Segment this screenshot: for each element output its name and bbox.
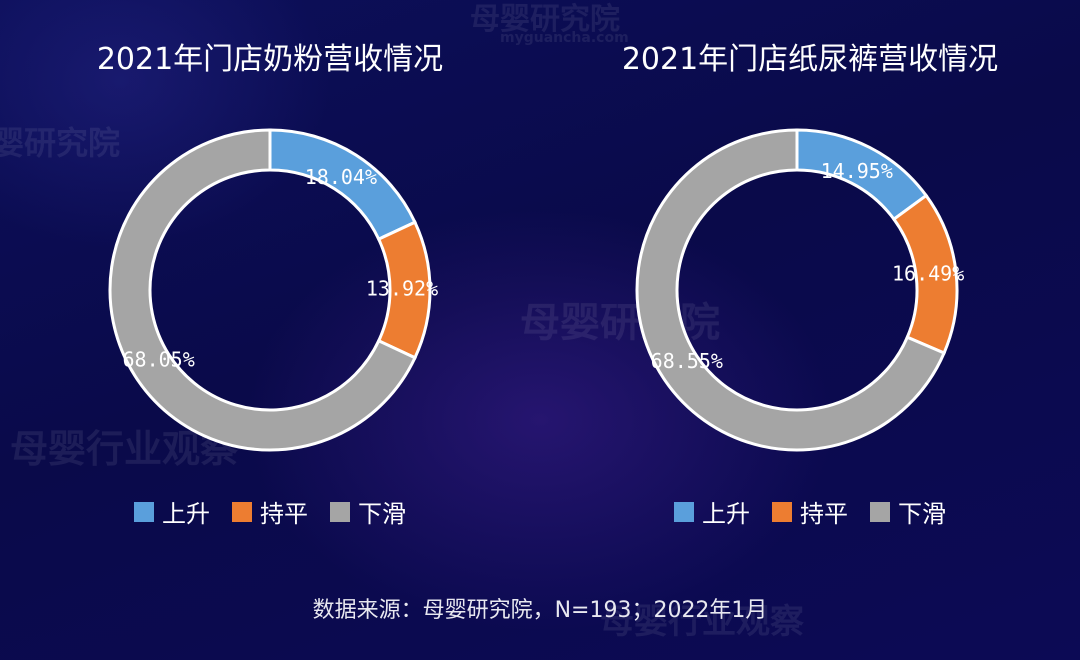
legend-label-fall: 下滑 [898, 500, 946, 528]
legend-swatch-fall [330, 501, 350, 522]
slice-fall[interactable] [635, 128, 947, 452]
donut-chart: 18.04% 13.92% 68.05% [108, 128, 438, 452]
label-rise: 14.95% [821, 159, 893, 183]
legend-item-rise[interactable]: 上升 [134, 494, 210, 529]
chart-panel-milk: 2021年门店奶粉营收情况 18.04% 13.92% 68.05% 上升 持平 下… [0, 0, 540, 560]
legend: 上升 持平 下滑 [0, 494, 540, 529]
legend-item-fall[interactable]: 下滑 [870, 494, 946, 529]
chart-title: 2021年门店纸尿裤营收情况 [621, 42, 999, 77]
legend-item-fall[interactable]: 下滑 [330, 494, 406, 529]
legend-item-flat[interactable]: 持平 [232, 494, 308, 529]
label-flat: 13.92% [366, 276, 438, 300]
legend-swatch-fall [870, 501, 890, 522]
legend-label-rise: 上升 [162, 500, 210, 528]
legend-item-flat[interactable]: 持平 [772, 494, 848, 529]
slice-fall[interactable] [108, 128, 417, 452]
legend-swatch-flat [232, 501, 252, 522]
legend-label-flat: 持平 [800, 500, 848, 528]
label-rise: 18.04% [305, 165, 377, 189]
legend-swatch-rise [674, 501, 694, 522]
label-fall: 68.05% [123, 347, 195, 371]
legend: 上升 持平 下滑 [540, 494, 1080, 529]
legend-swatch-rise [134, 501, 154, 522]
chart-title: 2021年门店奶粉营收情况 [96, 42, 444, 77]
legend-label-flat: 持平 [260, 500, 308, 528]
legend-label-fall: 下滑 [358, 500, 406, 528]
donut-chart: 14.95% 16.49% 68.55% [635, 128, 964, 452]
legend-label-rise: 上升 [702, 500, 750, 528]
legend-swatch-flat [772, 501, 792, 522]
data-source: 数据来源：母婴研究院，N=193；2022年1月 [312, 598, 768, 623]
chart-panel-diaper: 2021年门店纸尿裤营收情况 14.95% 16.49% 68.55% 上升 持平 … [540, 0, 1080, 560]
label-fall: 68.55% [651, 349, 723, 373]
label-flat: 16.49% [892, 262, 964, 286]
legend-item-rise[interactable]: 上升 [674, 494, 750, 529]
